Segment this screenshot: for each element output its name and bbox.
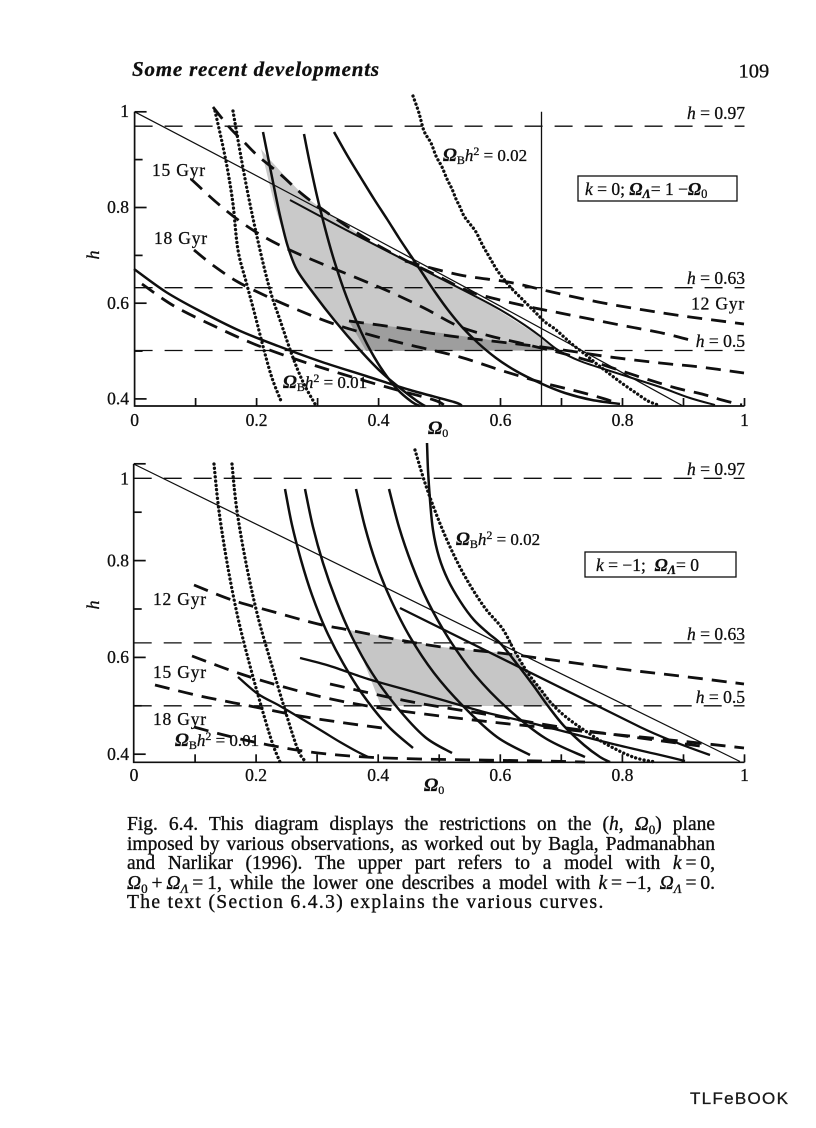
- svg-text:ΩBh2 = 0.01: ΩBh2 = 0.01: [283, 371, 367, 394]
- svg-text:0.6: 0.6: [489, 765, 511, 785]
- svg-text:0: 0: [130, 410, 139, 430]
- svg-text:0.6: 0.6: [107, 293, 129, 313]
- svg-text:15 Gyr: 15 Gyr: [153, 662, 207, 682]
- svg-text:1: 1: [740, 765, 749, 785]
- svg-text:Ω0: Ω0: [428, 418, 448, 440]
- svg-text:0.8: 0.8: [612, 410, 634, 430]
- svg-text:0.8: 0.8: [611, 765, 633, 785]
- svg-text:1: 1: [120, 101, 129, 121]
- svg-text:ΩBh2 = 0.02: ΩBh2 = 0.02: [443, 144, 527, 167]
- svg-text:h = 0.5: h = 0.5: [696, 331, 745, 351]
- svg-text:18 Gyr: 18 Gyr: [153, 709, 207, 729]
- svg-text:Some recent developments: Some recent developments: [132, 57, 380, 81]
- svg-text:h = 0.63: h = 0.63: [687, 268, 745, 288]
- svg-text:h = 0.63: h = 0.63: [687, 624, 745, 644]
- svg-text:0.2: 0.2: [246, 410, 268, 430]
- svg-text:Ω0: Ω0: [424, 775, 444, 797]
- svg-text:0.8: 0.8: [107, 550, 129, 570]
- svg-text:k = 0; ΩΛ= 1 −Ω0: k = 0; ΩΛ= 1 −Ω0: [585, 179, 707, 201]
- svg-text:0.8: 0.8: [107, 197, 129, 217]
- svg-text:h: h: [83, 251, 103, 260]
- svg-text:ΩBh2 = 0.02: ΩBh2 = 0.02: [456, 528, 540, 551]
- svg-text:12 Gyr: 12 Gyr: [691, 294, 745, 314]
- svg-text:0.4: 0.4: [368, 410, 390, 430]
- svg-text:h = 0.97: h = 0.97: [687, 459, 745, 479]
- svg-text:0.4: 0.4: [107, 744, 129, 764]
- svg-text:h = 0.5: h = 0.5: [696, 687, 745, 707]
- svg-text:0.4: 0.4: [367, 765, 389, 785]
- svg-text:k = −1; ΩΛ= 0: k = −1; ΩΛ= 0: [596, 555, 699, 577]
- svg-text:0.6: 0.6: [107, 647, 129, 667]
- svg-text:0.6: 0.6: [490, 410, 512, 430]
- svg-text:ΩBh2 = 0.01: ΩBh2 = 0.01: [175, 729, 259, 752]
- svg-text:15 Gyr: 15 Gyr: [152, 160, 206, 180]
- svg-text:TLFeBOOK: TLFeBOOK: [690, 1089, 789, 1108]
- svg-text:18 Gyr: 18 Gyr: [154, 228, 208, 248]
- svg-text:109: 109: [739, 60, 770, 82]
- svg-text:h: h: [83, 601, 103, 610]
- svg-text:0.2: 0.2: [245, 765, 267, 785]
- svg-text:0: 0: [130, 765, 139, 785]
- svg-text:0.4: 0.4: [107, 389, 129, 409]
- svg-text:h = 0.97: h = 0.97: [687, 103, 745, 123]
- svg-text:12 Gyr: 12 Gyr: [153, 589, 207, 609]
- svg-text:1: 1: [740, 410, 749, 430]
- svg-text:1: 1: [120, 468, 129, 488]
